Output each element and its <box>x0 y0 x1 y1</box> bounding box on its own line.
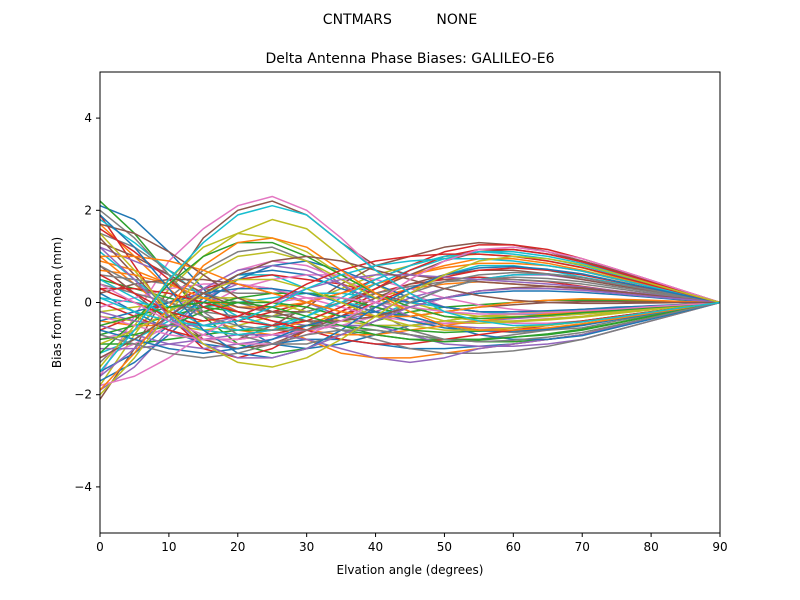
plot-area <box>99 71 721 534</box>
series-line-s52 <box>100 255 721 318</box>
x-tick-label: 20 <box>230 540 245 554</box>
series-line-s48 <box>99 209 721 345</box>
x-tick-label: 80 <box>643 540 658 554</box>
series-line-s63 <box>99 301 721 343</box>
series-line-s70 <box>99 204 721 373</box>
series-line-s64 <box>99 253 721 322</box>
y-tick-label: 2 <box>84 203 92 217</box>
y-tick-label: 0 <box>84 296 92 310</box>
x-tick-label: 0 <box>96 540 104 554</box>
y-tick-label: −4 <box>74 480 92 494</box>
series-line-s44 <box>99 228 721 327</box>
figure-suptitle: CNTMARS NONE <box>323 12 477 28</box>
x-tick-label: 10 <box>161 540 176 554</box>
series-line-s60 <box>99 257 721 327</box>
series-line-s61 <box>99 214 721 359</box>
series-line-s68 <box>99 301 721 359</box>
y-axis-label: Bias from mean (mm) <box>50 237 64 368</box>
x-axis-ticks: 0 10 20 30 40 50 60 70 80 90 <box>96 533 728 554</box>
x-tick-label: 30 <box>299 540 314 554</box>
chart-title: Delta Antenna Phase Biases: GALILEO-E6 <box>265 51 554 67</box>
x-axis-label: Elvation angle (degrees) <box>337 563 484 577</box>
series-lines <box>99 195 721 400</box>
x-tick-label: 60 <box>506 540 521 554</box>
x-tick-label: 40 <box>368 540 383 554</box>
series-line-s62 <box>99 237 721 391</box>
y-axis-ticks: −4 −2 0 2 4 <box>74 111 100 494</box>
x-tick-label: 50 <box>437 540 452 554</box>
y-tick-label: −2 <box>74 388 92 402</box>
series-line-s67 <box>99 246 721 345</box>
x-tick-label: 70 <box>575 540 590 554</box>
x-tick-label: 90 <box>712 540 727 554</box>
y-tick-label: 4 <box>84 111 92 125</box>
